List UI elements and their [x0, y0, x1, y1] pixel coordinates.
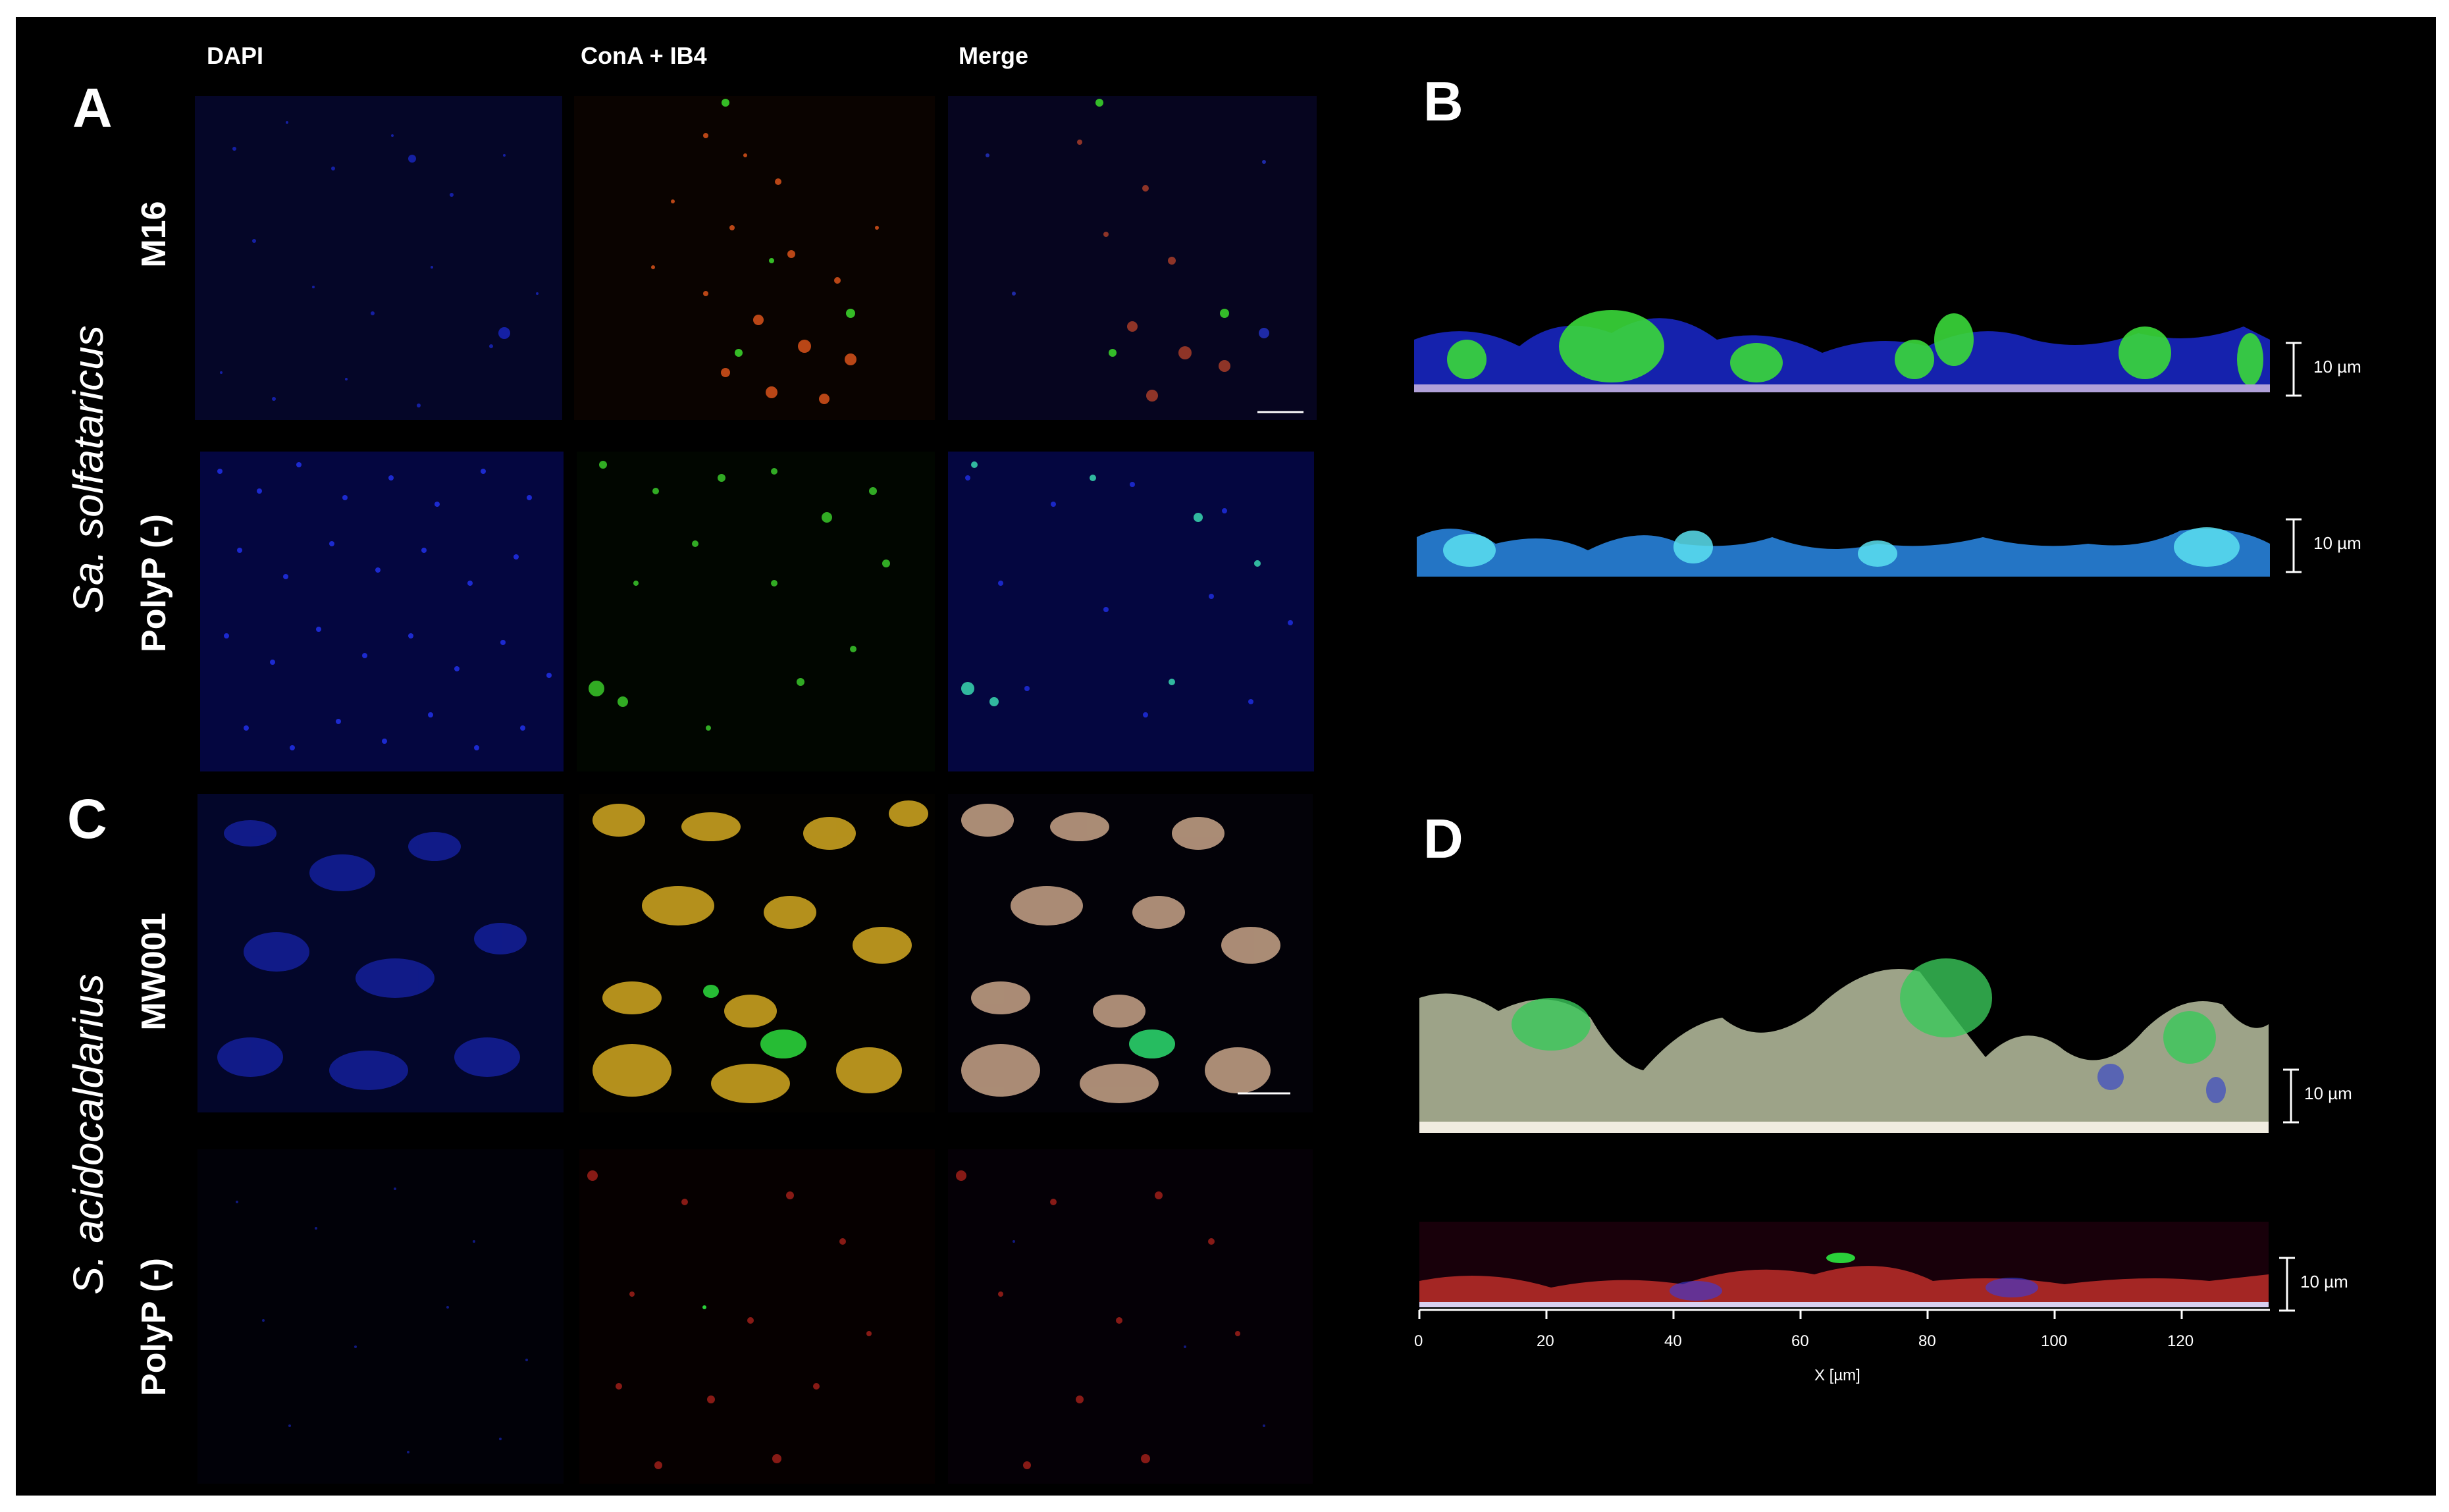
micrograph-m16-cona [574, 96, 935, 420]
scale-label-b-bottom: 10 µm [2313, 533, 2361, 553]
panel-letter-c: C [67, 788, 107, 850]
species-label-bottom: S. acidocaldarius [65, 974, 112, 1295]
species-label-top: Sa. solfataricus [65, 325, 112, 613]
micrograph-polyp-bottom-cona [579, 1149, 935, 1484]
scale-label-d-bottom: 10 µm [2300, 1272, 2348, 1291]
texture-cross-section [1419, 1222, 2269, 1307]
row-label-polyp-bottom: PolyP (-) [135, 1258, 173, 1396]
texture-cona [579, 1149, 935, 1484]
texture-cross-section [1417, 527, 2270, 577]
x-axis-line [1418, 1309, 2270, 1319]
scale-label-b-top: 10 µm [2313, 357, 2361, 377]
texture-dapi [195, 96, 562, 420]
panel-letter-d: D [1423, 808, 1463, 870]
x-tick-100: 100 [2041, 1332, 2068, 1350]
micrograph-polyp-top-dapi [200, 452, 564, 771]
micrograph-m16-dapi [195, 96, 562, 420]
texture-cona [577, 452, 935, 771]
texture-cona [574, 96, 935, 420]
column-header-cona-ib4: ConA + IB4 [581, 42, 707, 69]
texture-cross-section [1419, 958, 2269, 1133]
scale-bar-d-top [2283, 1068, 2299, 1124]
scale-label-d-top: 10 µm [2304, 1083, 2352, 1103]
column-header-dapi: DAPI [207, 42, 264, 69]
cross-section-d-top [1419, 945, 2269, 1133]
micrograph-polyp-top-merge [948, 452, 1314, 771]
scale-bar-d-bottom [2279, 1257, 2295, 1312]
micrograph-mw001-cona [579, 794, 935, 1112]
texture-merge [948, 794, 1313, 1112]
texture-cross-section [1414, 310, 2270, 392]
x-tick-120: 120 [2167, 1332, 2194, 1350]
scale-bar-b-bottom [2286, 518, 2302, 573]
scale-bar-b-top [2286, 342, 2302, 397]
texture-merge [948, 452, 1314, 771]
panel-letter-b: B [1423, 70, 1463, 132]
texture-dapi [198, 794, 564, 1112]
x-tick-80: 80 [1918, 1332, 1936, 1350]
texture-cona [579, 794, 935, 1112]
column-header-merge: Merge [959, 42, 1029, 69]
x-tick-60: 60 [1791, 1332, 1809, 1350]
texture-dapi [198, 1149, 564, 1484]
micrograph-polyp-top-cona [577, 452, 935, 771]
cross-section-b-top [1414, 300, 2270, 392]
row-label-polyp-top: PolyP (-) [135, 514, 173, 652]
micrograph-mw001-dapi [198, 794, 564, 1112]
x-tick-40: 40 [1664, 1332, 1682, 1350]
row-label-mw001: MW001 [135, 912, 173, 1031]
micrograph-mw001-merge [948, 794, 1313, 1112]
texture-dapi [200, 452, 564, 771]
micrograph-polyp-bottom-dapi [198, 1149, 564, 1484]
micrograph-m16-merge [948, 96, 1317, 420]
figure-panel: DAPI ConA + IB4 Merge A B C D Sa. solfat… [16, 17, 2436, 1496]
cross-section-d-bottom [1419, 1222, 2269, 1307]
row-label-m16: M16 [135, 201, 173, 268]
cross-section-b-bottom [1417, 504, 2270, 577]
panel-letter-a: A [72, 77, 113, 139]
x-tick-0: 0 [1414, 1332, 1423, 1350]
texture-merge [948, 96, 1317, 420]
x-axis-label: X [µm] [1814, 1367, 1860, 1384]
micrograph-polyp-bottom-merge [948, 1149, 1313, 1484]
texture-merge [948, 1149, 1313, 1484]
x-tick-20: 20 [1537, 1332, 1554, 1350]
